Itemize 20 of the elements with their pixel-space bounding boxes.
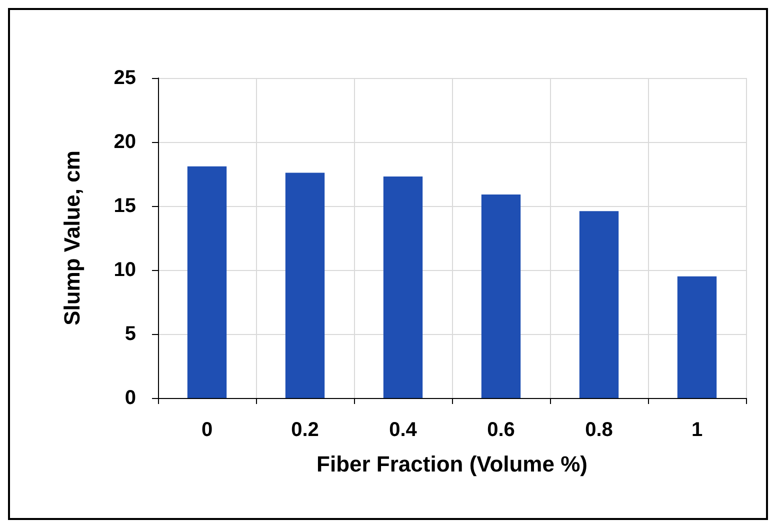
y-tick-label: 25 xyxy=(114,67,136,89)
y-tick-label: 5 xyxy=(124,323,136,345)
y-tick-label: 15 xyxy=(114,195,136,217)
y-axis-title: Slump Value, cm xyxy=(60,150,84,326)
x-tick-label: 0.8 xyxy=(585,419,613,441)
y-tick-label: 20 xyxy=(114,131,136,153)
bar xyxy=(383,176,423,398)
x-tick-label: 0.4 xyxy=(389,419,418,441)
x-tick-label: 0.6 xyxy=(487,419,515,441)
x-axis-title: Fiber Fraction (Volume %) xyxy=(316,452,588,476)
y-tick-label: 10 xyxy=(114,259,136,281)
bar xyxy=(187,166,227,398)
bar xyxy=(481,194,521,398)
bar xyxy=(285,172,325,398)
x-tick-label: 0.2 xyxy=(291,419,319,441)
x-tick-label: 1 xyxy=(691,419,703,441)
bar xyxy=(579,211,619,398)
y-tick-label: 0 xyxy=(124,387,136,409)
bar xyxy=(677,276,717,398)
x-tick-label: 0 xyxy=(201,419,213,441)
